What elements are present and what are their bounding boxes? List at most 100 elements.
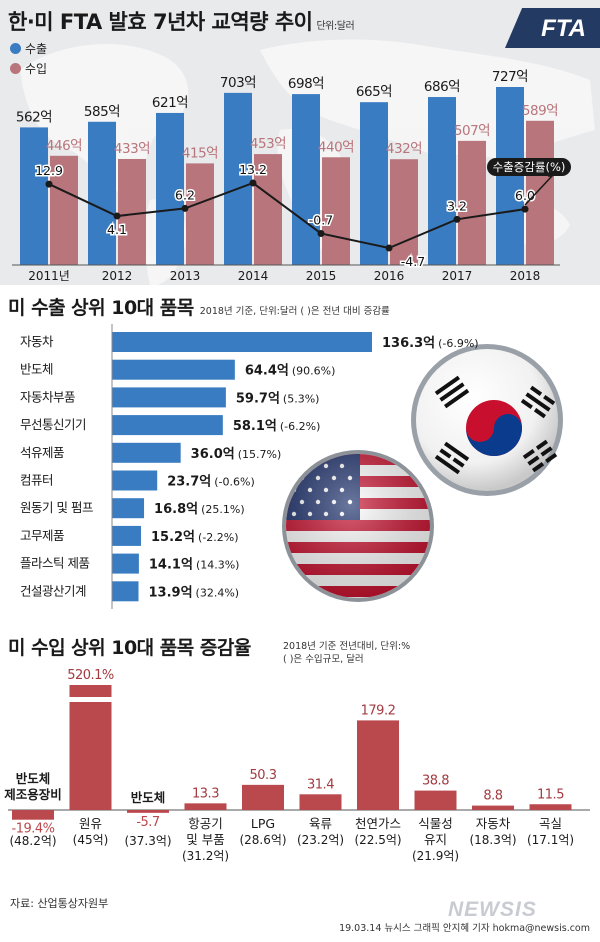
export-rate-label: 12.9 bbox=[35, 163, 63, 178]
export-item-bar bbox=[112, 359, 235, 380]
export-item-value: 36.0억 (15.7%) bbox=[191, 447, 282, 462]
export-item-bar bbox=[112, 470, 158, 491]
import-item-label: 원유 bbox=[79, 816, 102, 831]
import-items-chart: -19.4%반도체제조용장비(48.2억)520.1%원유(45억)-5.7반도… bbox=[4, 668, 590, 863]
export-item-label: 원동기 및 펌프 bbox=[20, 500, 93, 515]
import-item-size: (18.3억) bbox=[469, 833, 516, 847]
import-item-bar bbox=[127, 810, 169, 813]
import-item-size: (45억) bbox=[73, 833, 109, 847]
legend-export: 수출 bbox=[10, 40, 47, 57]
import-item-value: 8.8 bbox=[483, 789, 502, 804]
rate-callout-pointer bbox=[524, 175, 554, 206]
export-rate-point bbox=[317, 229, 325, 237]
export-item-bar bbox=[112, 415, 223, 436]
import-value-label: 446억 bbox=[46, 138, 82, 154]
export-rate-point bbox=[113, 212, 121, 220]
export-bar bbox=[156, 112, 184, 265]
import-bar bbox=[118, 158, 146, 265]
export-item-value: 16.8억 (25.1%) bbox=[154, 502, 245, 517]
export-value-label: 686억 bbox=[424, 79, 460, 95]
import-item-value: -5.7 bbox=[136, 815, 160, 830]
import-item-label: 반도체 bbox=[16, 771, 51, 786]
year-tick-label: 2015 bbox=[306, 269, 337, 283]
import-item-size: (28.6억) bbox=[239, 833, 286, 847]
year-tick-label: 2016 bbox=[374, 269, 405, 283]
import-item-label: 유지 bbox=[424, 832, 447, 847]
year-tick-label: 2018 bbox=[510, 269, 541, 283]
import-item-label: 제조용장비 bbox=[4, 787, 62, 802]
export-item-label: 건설광산기계 bbox=[20, 583, 86, 598]
import-item-bar bbox=[299, 794, 342, 810]
export-item-bar bbox=[112, 581, 139, 602]
export-rate-label: 4.1 bbox=[107, 222, 127, 237]
year-tick-label: 2013 bbox=[170, 269, 201, 283]
export-item-label: 플라스틱 제품 bbox=[20, 556, 89, 571]
import-item-size: (21.9억) bbox=[412, 849, 459, 863]
export-item-value: 13.9억 (32.4%) bbox=[149, 585, 240, 600]
import-item-bar bbox=[12, 810, 54, 820]
export-section-note: 2018년 기준, 단위:달러 ( )은 전년 대비 증감률 bbox=[199, 306, 390, 317]
export-items-chart: 자동차 136.3억 (-6.9%) 반도체 64.4억 (90.6%) 자동차부품 59.7… bbox=[20, 324, 479, 609]
import-bar bbox=[50, 155, 78, 265]
import-bar bbox=[390, 159, 418, 265]
import-item-bar bbox=[357, 720, 399, 810]
year-tick-label: 2017 bbox=[442, 269, 473, 283]
export-bar bbox=[428, 97, 456, 265]
export-item-label: 컴퓨터 bbox=[20, 473, 53, 488]
export-value-label: 727억 bbox=[492, 69, 528, 85]
export-bar bbox=[292, 94, 320, 266]
import-bar bbox=[458, 140, 486, 265]
import-section-note: 2018년 기준 전년대비, 단위:% ( )은 수입규모, 달러 bbox=[283, 641, 411, 665]
export-item-label: 석유제품 bbox=[20, 445, 64, 460]
import-item-value: -19.4% bbox=[12, 822, 55, 837]
import-value-label: 453억 bbox=[250, 136, 286, 152]
export-item-value: 15.2억 (-2.2%) bbox=[151, 530, 239, 545]
export-rate-point bbox=[385, 244, 393, 252]
export-rate-label: 6.0 bbox=[515, 188, 535, 203]
export-bar bbox=[360, 102, 388, 265]
import-item-label: 항공기 bbox=[188, 816, 223, 831]
export-item-label: 무선통신기기 bbox=[20, 417, 86, 432]
import-item-value: 179.2 bbox=[361, 703, 396, 718]
import-value-label: 507억 bbox=[454, 123, 490, 139]
export-item-label: 자동차 bbox=[20, 334, 54, 349]
export-rate-point bbox=[181, 204, 189, 212]
import-item-bar bbox=[529, 804, 572, 810]
export-value-label: 585억 bbox=[84, 104, 120, 120]
import-bar bbox=[322, 157, 350, 265]
import-item-size: (22.5억) bbox=[354, 833, 401, 847]
export-bar bbox=[20, 127, 48, 266]
export-item-label: 반도체 bbox=[20, 362, 53, 377]
export-item-bar bbox=[112, 387, 226, 408]
import-value-label: 440억 bbox=[318, 139, 354, 155]
fta-logo: FTA bbox=[505, 8, 600, 48]
export-rate-label: -4.7 bbox=[401, 254, 425, 269]
export-bar bbox=[224, 92, 252, 265]
import-item-size: (23.2억) bbox=[297, 833, 344, 847]
newsis-watermark: NEWSIS bbox=[448, 898, 537, 921]
export-value-label: 665억 bbox=[356, 84, 392, 100]
export-item-bar bbox=[112, 553, 139, 574]
export-item-bar bbox=[112, 442, 181, 463]
export-item-bar bbox=[112, 525, 141, 546]
year-tick-label: 2012 bbox=[102, 269, 133, 283]
export-section-title: 미 수출 상위 10대 품목 2018년 기준, 단위:달러 ( )은 전년 대비… bbox=[8, 297, 390, 319]
import-bar bbox=[186, 163, 214, 265]
export-rate-point bbox=[453, 215, 461, 223]
import-item-value: 50.3 bbox=[250, 768, 277, 783]
import-item-size: (48.2억) bbox=[9, 834, 56, 848]
export-item-bar bbox=[112, 332, 372, 352]
import-bar bbox=[254, 154, 282, 265]
export-item-value: 58.1억 (-6.2%) bbox=[233, 419, 321, 434]
export-bar bbox=[88, 121, 116, 265]
import-value-label: 432억 bbox=[386, 141, 422, 157]
import-bar bbox=[526, 120, 554, 265]
page-title: 한·미 FTA 발효 7년차 교역량 추이 단위:달러 bbox=[8, 10, 355, 34]
export-item-label: 자동차부품 bbox=[20, 389, 75, 404]
year-tick-label: 2011년 bbox=[28, 269, 70, 283]
import-item-value: 11.5 bbox=[537, 787, 564, 802]
import-item-label: 및 부품 bbox=[186, 832, 224, 847]
import-item-bar bbox=[242, 784, 284, 810]
export-rate-point bbox=[45, 180, 53, 188]
credit-label: 19.03.14 뉴시스 그래픽 안지혜 기자 hokma@newsis.com bbox=[339, 923, 590, 934]
